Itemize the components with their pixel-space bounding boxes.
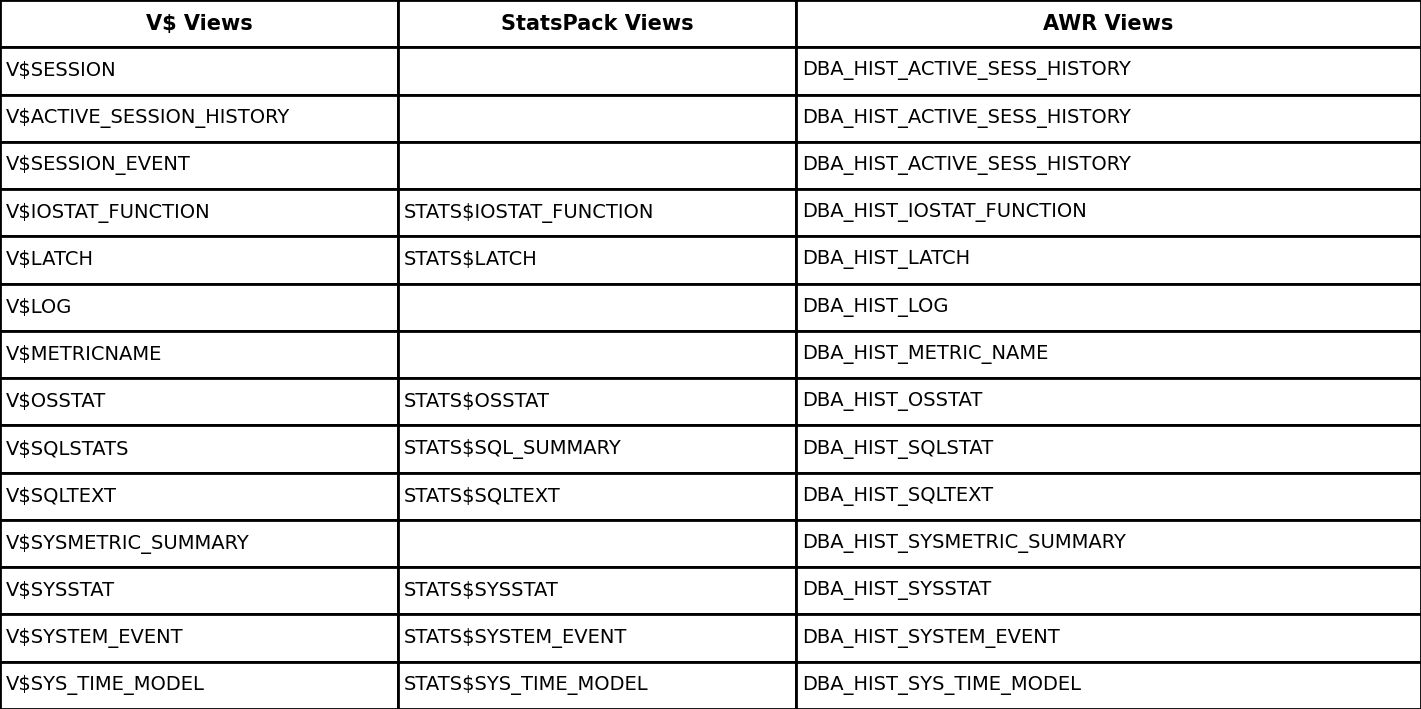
Bar bbox=[796, 189, 1421, 236]
Text: STATS$SYSSTAT: STATS$SYSSTAT bbox=[404, 581, 558, 601]
Bar bbox=[0, 661, 398, 709]
Text: DBA_HIST_IOSTAT_FUNCTION: DBA_HIST_IOSTAT_FUNCTION bbox=[801, 203, 1087, 222]
Bar bbox=[398, 661, 796, 709]
Bar bbox=[398, 94, 796, 142]
Bar bbox=[796, 661, 1421, 709]
Text: V$SYSSTAT: V$SYSSTAT bbox=[6, 581, 115, 601]
Bar bbox=[398, 473, 796, 520]
Bar bbox=[796, 0, 1421, 48]
Text: V$SESSION_EVENT: V$SESSION_EVENT bbox=[6, 155, 190, 175]
Text: DBA_HIST_SYSSTAT: DBA_HIST_SYSSTAT bbox=[801, 581, 990, 601]
Text: V$SYSMETRIC_SUMMARY: V$SYSMETRIC_SUMMARY bbox=[6, 534, 250, 554]
Bar bbox=[0, 378, 398, 425]
Bar bbox=[0, 520, 398, 567]
Text: STATS$SYSTEM_EVENT: STATS$SYSTEM_EVENT bbox=[404, 628, 627, 648]
Text: DBA_HIST_LOG: DBA_HIST_LOG bbox=[801, 298, 948, 317]
Bar bbox=[0, 615, 398, 661]
Text: DBA_HIST_SQLTEXT: DBA_HIST_SQLTEXT bbox=[801, 487, 993, 506]
Text: DBA_HIST_SYSMETRIC_SUMMARY: DBA_HIST_SYSMETRIC_SUMMARY bbox=[801, 534, 1125, 553]
Bar bbox=[796, 378, 1421, 425]
Bar bbox=[398, 284, 796, 331]
Bar bbox=[0, 94, 398, 142]
Text: STATS$SYS_TIME_MODEL: STATS$SYS_TIME_MODEL bbox=[404, 676, 648, 696]
Text: V$SESSION: V$SESSION bbox=[6, 62, 117, 80]
Text: DBA_HIST_METRIC_NAME: DBA_HIST_METRIC_NAME bbox=[801, 345, 1049, 364]
Text: DBA_HIST_SYS_TIME_MODEL: DBA_HIST_SYS_TIME_MODEL bbox=[801, 676, 1081, 695]
Text: V$SQLTEXT: V$SQLTEXT bbox=[6, 487, 117, 506]
Bar bbox=[0, 567, 398, 615]
Text: StatsPack Views: StatsPack Views bbox=[500, 13, 693, 33]
Text: V$OSSTAT: V$OSSTAT bbox=[6, 392, 107, 411]
Bar bbox=[796, 331, 1421, 378]
Bar bbox=[796, 567, 1421, 615]
Text: DBA_HIST_OSSTAT: DBA_HIST_OSSTAT bbox=[801, 392, 982, 411]
Bar bbox=[398, 378, 796, 425]
Bar bbox=[398, 189, 796, 236]
Text: AWR Views: AWR Views bbox=[1043, 13, 1174, 33]
Bar bbox=[0, 331, 398, 378]
Bar bbox=[796, 48, 1421, 94]
Bar bbox=[0, 189, 398, 236]
Bar bbox=[796, 615, 1421, 661]
Text: DBA_HIST_ACTIVE_SESS_HISTORY: DBA_HIST_ACTIVE_SESS_HISTORY bbox=[801, 108, 1131, 128]
Bar bbox=[0, 425, 398, 473]
Bar bbox=[0, 0, 398, 48]
Text: V$SYS_TIME_MODEL: V$SYS_TIME_MODEL bbox=[6, 676, 205, 696]
Bar bbox=[796, 473, 1421, 520]
Bar bbox=[398, 0, 796, 48]
Bar bbox=[796, 142, 1421, 189]
Bar bbox=[398, 48, 796, 94]
Bar bbox=[0, 48, 398, 94]
Text: V$METRICNAME: V$METRICNAME bbox=[6, 345, 162, 364]
Bar bbox=[0, 142, 398, 189]
Bar bbox=[0, 236, 398, 284]
Text: V$ACTIVE_SESSION_HISTORY: V$ACTIVE_SESSION_HISTORY bbox=[6, 108, 290, 128]
Bar bbox=[0, 473, 398, 520]
Text: V$LOG: V$LOG bbox=[6, 298, 72, 317]
Bar bbox=[796, 520, 1421, 567]
Text: STATS$IOSTAT_FUNCTION: STATS$IOSTAT_FUNCTION bbox=[404, 203, 654, 223]
Bar bbox=[398, 331, 796, 378]
Text: V$ Views: V$ Views bbox=[145, 13, 253, 33]
Text: STATS$SQLTEXT: STATS$SQLTEXT bbox=[404, 487, 561, 506]
Bar bbox=[0, 284, 398, 331]
Text: DBA_HIST_LATCH: DBA_HIST_LATCH bbox=[801, 250, 971, 269]
Bar bbox=[796, 236, 1421, 284]
Text: STATS$SQL_SUMMARY: STATS$SQL_SUMMARY bbox=[404, 439, 621, 459]
Bar bbox=[398, 567, 796, 615]
Text: DBA_HIST_SQLSTAT: DBA_HIST_SQLSTAT bbox=[801, 440, 993, 459]
Bar bbox=[398, 142, 796, 189]
Text: STATS$OSSTAT: STATS$OSSTAT bbox=[404, 392, 550, 411]
Text: V$SYSTEM_EVENT: V$SYSTEM_EVENT bbox=[6, 628, 183, 648]
Text: V$SQLSTATS: V$SQLSTATS bbox=[6, 440, 129, 459]
Bar bbox=[398, 520, 796, 567]
Bar bbox=[796, 284, 1421, 331]
Text: V$LATCH: V$LATCH bbox=[6, 250, 94, 269]
Bar bbox=[398, 615, 796, 661]
Text: V$IOSTAT_FUNCTION: V$IOSTAT_FUNCTION bbox=[6, 203, 210, 223]
Text: DBA_HIST_ACTIVE_SESS_HISTORY: DBA_HIST_ACTIVE_SESS_HISTORY bbox=[801, 156, 1131, 175]
Bar bbox=[398, 236, 796, 284]
Text: DBA_HIST_ACTIVE_SESS_HISTORY: DBA_HIST_ACTIVE_SESS_HISTORY bbox=[801, 62, 1131, 80]
Text: STATS$LATCH: STATS$LATCH bbox=[404, 250, 537, 269]
Bar bbox=[796, 94, 1421, 142]
Text: DBA_HIST_SYSTEM_EVENT: DBA_HIST_SYSTEM_EVENT bbox=[801, 629, 1060, 647]
Bar bbox=[398, 425, 796, 473]
Bar bbox=[796, 425, 1421, 473]
